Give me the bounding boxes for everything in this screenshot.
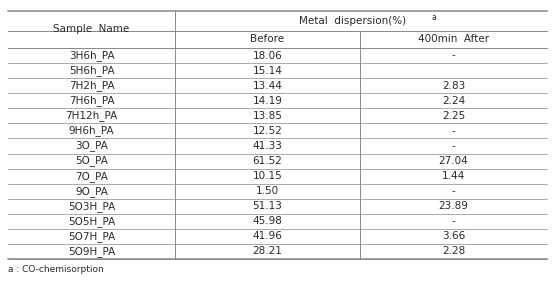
Text: 7H6h_PA: 7H6h_PA bbox=[69, 95, 114, 106]
Text: 15.14: 15.14 bbox=[253, 66, 282, 76]
Text: 3O_PA: 3O_PA bbox=[75, 140, 108, 151]
Text: 5O9H_PA: 5O9H_PA bbox=[68, 246, 115, 257]
Text: 14.19: 14.19 bbox=[253, 96, 282, 106]
Text: -: - bbox=[452, 51, 455, 60]
Text: 2.25: 2.25 bbox=[442, 111, 465, 121]
Text: -: - bbox=[452, 216, 455, 226]
Text: 9O_PA: 9O_PA bbox=[75, 186, 108, 197]
Text: 13.44: 13.44 bbox=[253, 81, 282, 91]
Text: Before: Before bbox=[250, 34, 285, 45]
Text: -: - bbox=[452, 186, 455, 196]
Text: 41.96: 41.96 bbox=[253, 231, 282, 241]
Text: 12.52: 12.52 bbox=[253, 126, 282, 136]
Text: 23.89: 23.89 bbox=[438, 201, 468, 211]
Text: 7H2h_PA: 7H2h_PA bbox=[69, 80, 114, 91]
Text: 7H12h_PA: 7H12h_PA bbox=[65, 110, 118, 121]
Text: 9H6h_PA: 9H6h_PA bbox=[69, 125, 114, 136]
Text: 5O3H_PA: 5O3H_PA bbox=[68, 201, 115, 212]
Text: 41.33: 41.33 bbox=[253, 141, 282, 151]
Text: Metal  dispersion(%): Metal dispersion(%) bbox=[300, 16, 407, 26]
Text: 5H6h_PA: 5H6h_PA bbox=[69, 65, 114, 76]
Text: 51.13: 51.13 bbox=[253, 201, 282, 211]
Text: 45.98: 45.98 bbox=[253, 216, 282, 226]
Text: 3H6h_PA: 3H6h_PA bbox=[69, 50, 114, 61]
Text: 61.52: 61.52 bbox=[253, 156, 282, 166]
Text: Sample  Name: Sample Name bbox=[53, 25, 130, 34]
Text: 5O_PA: 5O_PA bbox=[75, 155, 108, 166]
Text: 3.66: 3.66 bbox=[442, 231, 465, 241]
Text: 18.06: 18.06 bbox=[253, 51, 282, 60]
Text: 2.24: 2.24 bbox=[442, 96, 465, 106]
Text: 400min  After: 400min After bbox=[418, 34, 489, 45]
Text: 13.85: 13.85 bbox=[253, 111, 282, 121]
Text: 7O_PA: 7O_PA bbox=[75, 171, 108, 181]
Text: 10.15: 10.15 bbox=[253, 171, 282, 181]
Text: a: a bbox=[431, 12, 436, 21]
Text: 27.04: 27.04 bbox=[438, 156, 468, 166]
Text: 1.50: 1.50 bbox=[256, 186, 279, 196]
Text: 5O7H_PA: 5O7H_PA bbox=[68, 231, 115, 242]
Text: 2.83: 2.83 bbox=[442, 81, 465, 91]
Text: 28.21: 28.21 bbox=[253, 247, 282, 256]
Text: -: - bbox=[452, 141, 455, 151]
Text: 1.44: 1.44 bbox=[442, 171, 465, 181]
Text: -: - bbox=[452, 126, 455, 136]
Text: a : CO-chemisorption: a : CO-chemisorption bbox=[8, 265, 104, 274]
Text: 5O5H_PA: 5O5H_PA bbox=[68, 216, 115, 227]
Text: 2.28: 2.28 bbox=[442, 247, 465, 256]
